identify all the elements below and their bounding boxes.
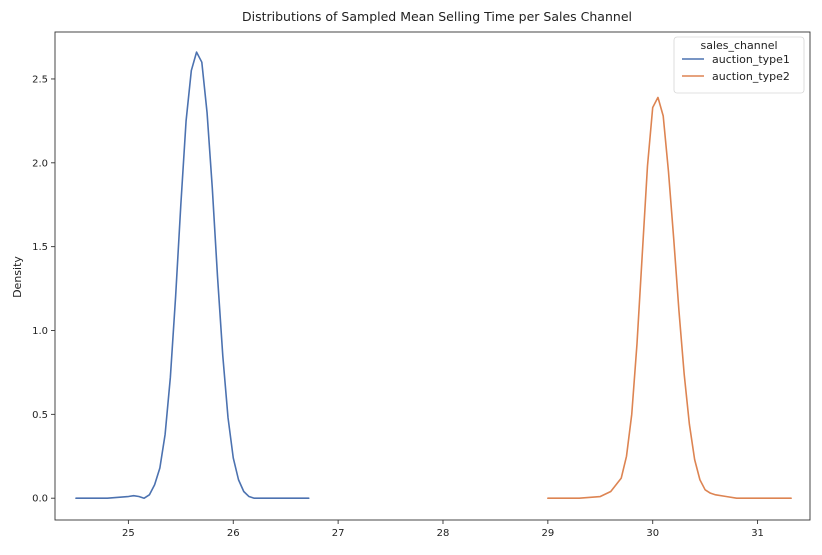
y-tick-label: 0.0 xyxy=(32,494,48,505)
plot-frame xyxy=(54,31,811,521)
x-tick-label: 31 xyxy=(751,528,764,539)
y-tick-label: 2.0 xyxy=(32,158,48,169)
series-line-auction_type2 xyxy=(547,96,792,500)
y-tick-label: 2.5 xyxy=(32,74,48,85)
y-tick-label: 1.5 xyxy=(32,242,48,253)
series-line-auction_type1 xyxy=(75,51,310,500)
plot-area: 25 26 27 28 29 30 31 0.0 0.5 1.0 1.5 2.0 2.5 xyxy=(32,31,811,539)
x-tick-label: 29 xyxy=(541,528,554,539)
y-axis-title: Density xyxy=(11,256,24,298)
chart-title: Distributions of Sampled Mean Selling Ti… xyxy=(242,9,632,24)
x-tick-label: 25 xyxy=(122,528,135,539)
legend-label-auction_type2: auction_type2 xyxy=(712,70,790,83)
x-tick-label: 26 xyxy=(227,528,240,539)
legend-title: sales_channel xyxy=(700,39,777,52)
y-tick-label: 0.5 xyxy=(32,410,48,421)
legend-label-auction_type1: auction_type1 xyxy=(712,53,790,66)
x-tick-label: 28 xyxy=(437,528,450,539)
y-tick-label: 1.0 xyxy=(32,326,48,337)
legend-box xyxy=(673,36,805,94)
x-tick-label: 30 xyxy=(646,528,659,539)
x-tick-label: 27 xyxy=(332,528,345,539)
